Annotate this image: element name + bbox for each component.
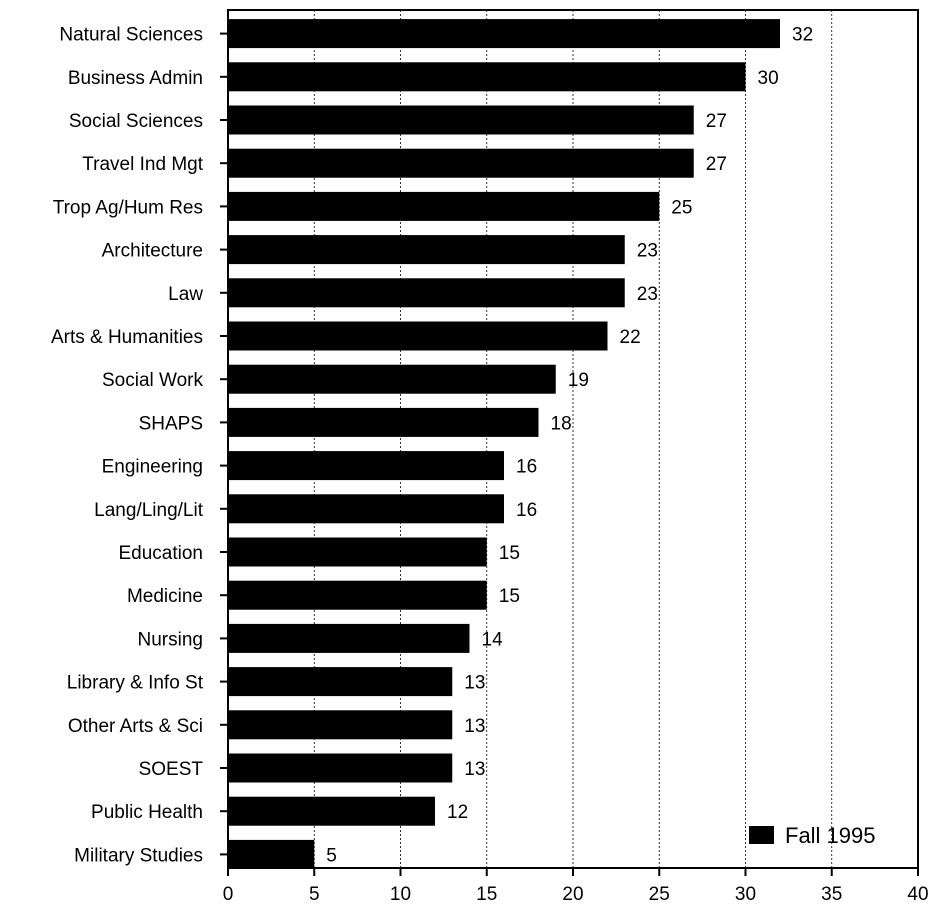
value-label: 18 (551, 413, 572, 434)
category-label: Library & Info St (67, 673, 204, 694)
category-label: Education (118, 543, 203, 564)
category-label: Military Studies (74, 845, 203, 866)
bar (228, 62, 746, 92)
x-tick-label: 40 (907, 884, 928, 905)
bar (228, 667, 453, 697)
value-label: 14 (482, 629, 504, 650)
category-label: Social Work (102, 370, 204, 391)
value-label: 19 (568, 370, 589, 391)
bar (228, 148, 694, 178)
value-label: 27 (706, 154, 727, 175)
bar (228, 580, 487, 610)
category-label: Lang/Ling/Lit (94, 500, 204, 521)
bar (228, 235, 625, 265)
x-axis-ticks: 0 5 10 15 20 25 30 35 40 (223, 868, 929, 905)
bar (228, 321, 608, 351)
bar (228, 537, 487, 567)
value-label: 27 (706, 111, 727, 132)
value-label: 5 (326, 845, 337, 866)
bar (228, 407, 539, 437)
legend-label: Fall 1995 (785, 823, 876, 848)
value-label: 15 (499, 543, 520, 564)
category-label: Trop Ag/Hum Res (53, 197, 203, 218)
value-label: 16 (516, 457, 537, 478)
value-label: 12 (447, 802, 468, 823)
category-label: Medicine (127, 586, 203, 607)
category-label: Public Health (91, 802, 203, 823)
bar (228, 494, 504, 524)
bar (228, 710, 453, 740)
category-label: Engineering (102, 457, 203, 478)
x-tick-label: 30 (735, 884, 756, 905)
legend: Fall 1995 (749, 823, 876, 848)
value-label: 22 (620, 327, 641, 348)
category-label: Social Sciences (69, 111, 203, 132)
x-tick-label: 35 (821, 884, 842, 905)
legend-swatch (749, 826, 774, 844)
value-label: 15 (499, 586, 520, 607)
category-label: Natural Sciences (59, 25, 203, 46)
x-tick-label: 25 (649, 884, 670, 905)
category-label: Arts & Humanities (51, 327, 203, 348)
x-tick-label: 20 (562, 884, 583, 905)
bar (228, 451, 504, 481)
value-label: 16 (516, 500, 537, 521)
category-label: SHAPS (139, 413, 203, 434)
category-labels: Natural Sciences Business Admin Social Sci… (51, 25, 204, 867)
bar (228, 19, 780, 49)
value-label: 23 (637, 241, 658, 262)
bar (228, 364, 556, 394)
category-label: Business Admin (68, 68, 203, 89)
bar (228, 278, 625, 308)
bar (228, 796, 435, 826)
value-labels: 32 30 27 27 25 23 23 22 19 18 16 16 15 15 14 13 13 13 12 5 (326, 25, 813, 867)
value-label: 13 (464, 716, 485, 737)
x-tick-label: 15 (476, 884, 497, 905)
gridlines (313, 10, 833, 868)
value-label: 13 (464, 673, 485, 694)
category-label: Other Arts & Sci (68, 716, 203, 737)
value-label: 25 (671, 197, 692, 218)
value-label: 13 (464, 759, 485, 780)
value-label: 30 (758, 68, 779, 89)
bars (228, 19, 780, 869)
category-label: SOEST (139, 759, 204, 780)
category-label: Travel Ind Mgt (82, 154, 203, 175)
x-tick-label: 0 (223, 884, 234, 905)
x-tick-label: 5 (309, 884, 320, 905)
bar (228, 623, 470, 653)
category-label: Law (168, 284, 203, 305)
value-label: 32 (792, 25, 813, 46)
bar (228, 839, 315, 869)
bar (228, 191, 660, 221)
y-axis-ticks (220, 32, 228, 856)
bar (228, 105, 694, 135)
category-label: Architecture (102, 241, 203, 262)
category-label: Nursing (138, 629, 203, 650)
x-tick-label: 10 (390, 884, 411, 905)
value-label: 23 (637, 284, 658, 305)
bar (228, 753, 453, 783)
